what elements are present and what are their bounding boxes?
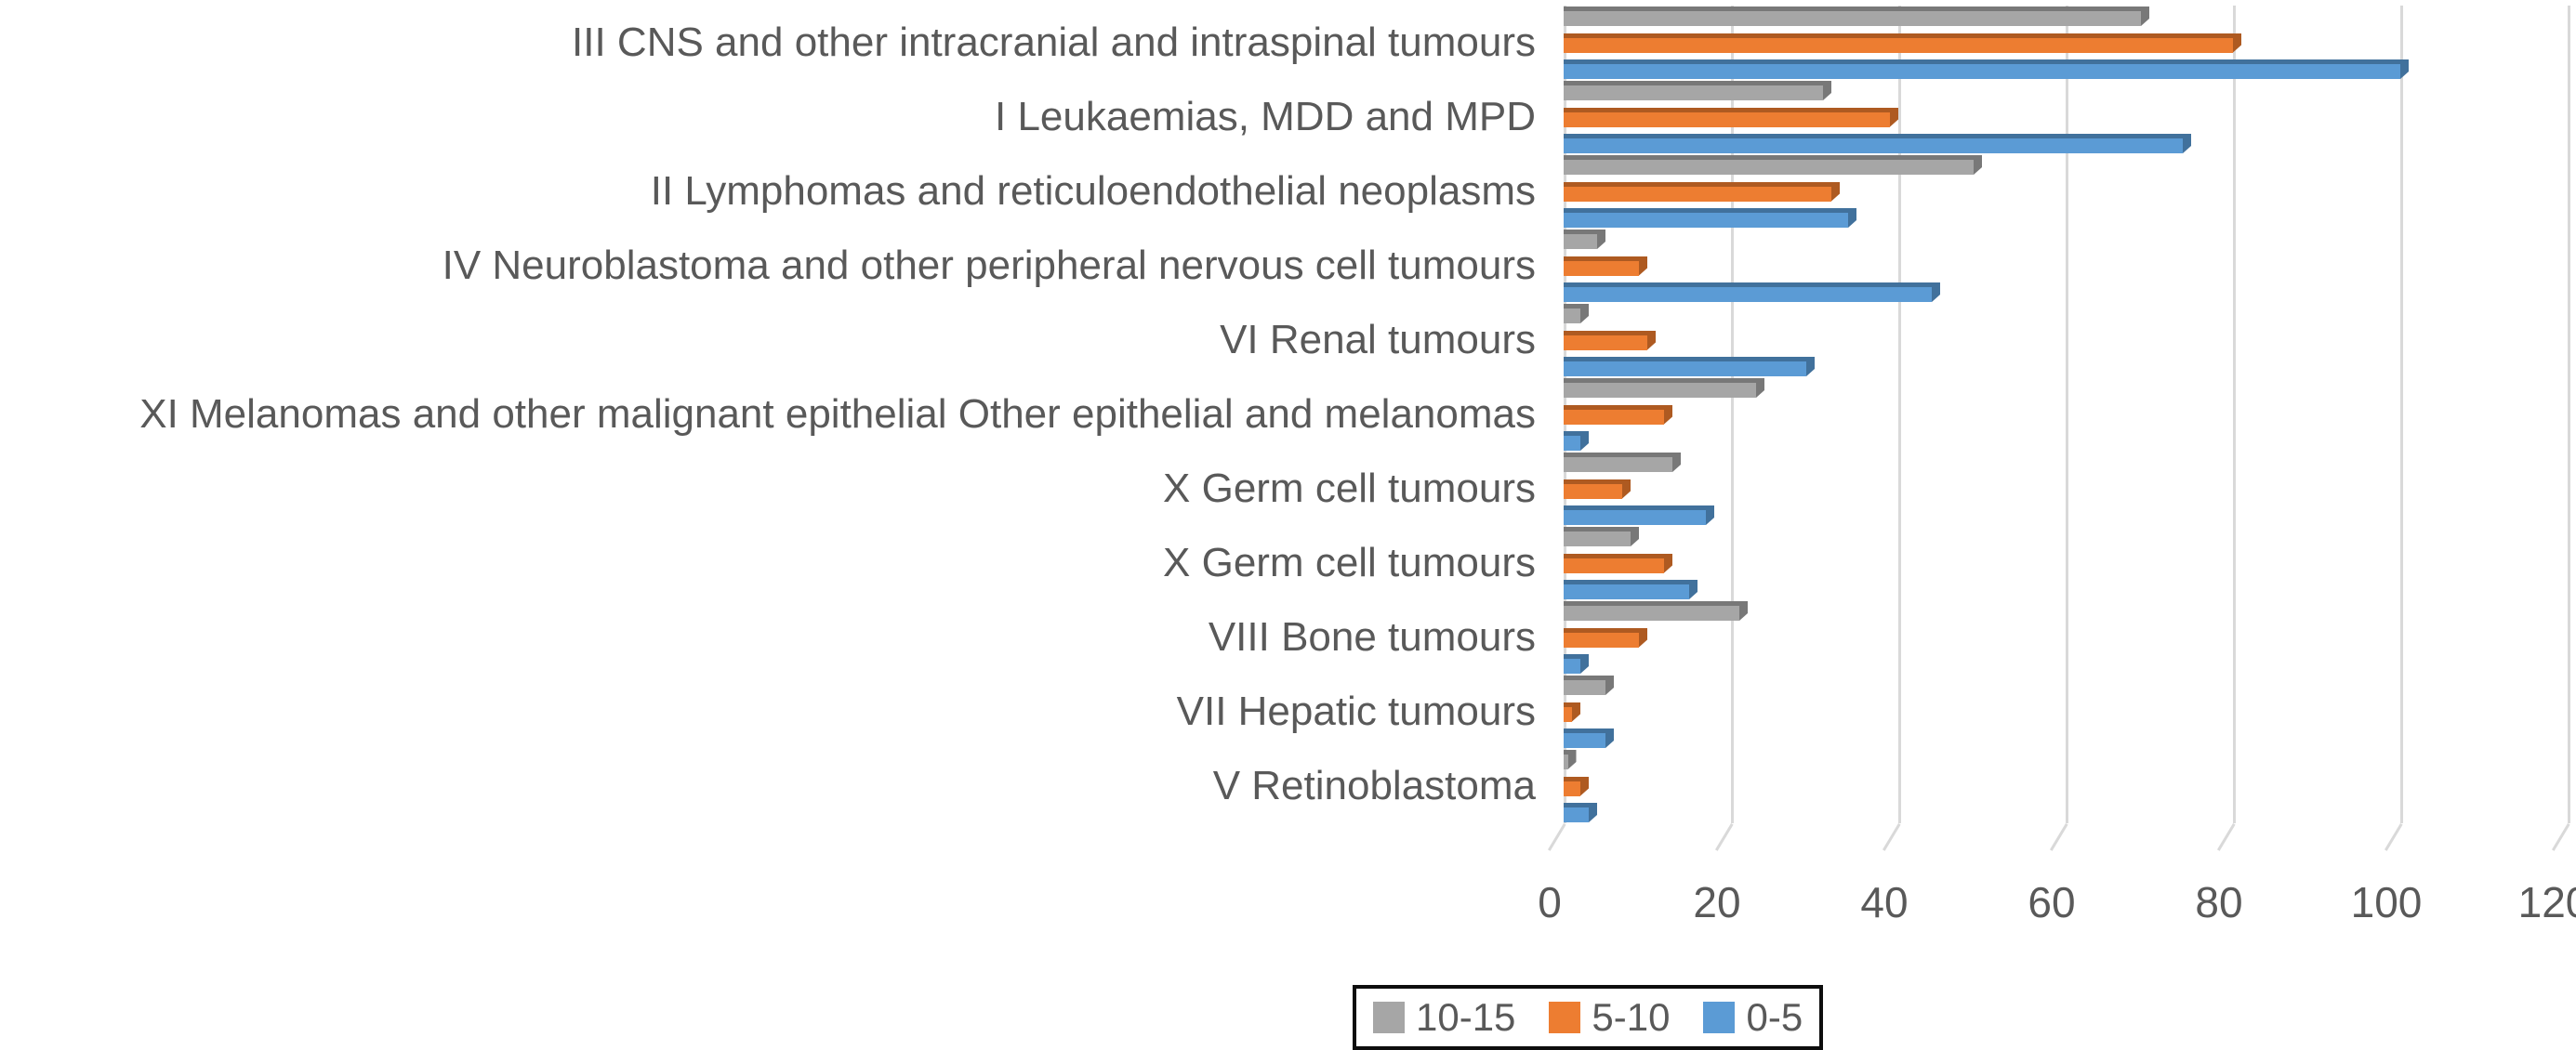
bar-5-10-row7 (1564, 479, 1622, 499)
bar-5-10-row3 (1564, 181, 1831, 202)
category-label: IV Neuroblastoma and other peripheral ne… (442, 243, 1536, 288)
x-axis-tick-label: 60 (2028, 878, 2076, 926)
bar-group (1564, 675, 2568, 749)
legend-swatch-icon (1373, 1002, 1405, 1033)
gridline-foot (2384, 823, 2403, 851)
x-axis-tick-label: 40 (1860, 878, 1909, 926)
bar-group (1564, 749, 2568, 823)
bar-group (1564, 6, 2568, 80)
category-label: III CNS and other intracranial and intra… (572, 20, 1536, 65)
x-axis-tick-label: 120 (2517, 878, 2576, 926)
bar-0-5-row10 (1564, 728, 1605, 748)
gridline-stem (2233, 6, 2236, 823)
legend-swatch-icon (1549, 1002, 1581, 1033)
gridline (1882, 6, 1901, 851)
bar-group (1564, 377, 2568, 452)
bar-10-15-row1 (1564, 7, 2141, 26)
gridline-foot (2217, 823, 2236, 851)
bar-0-5-row11 (1564, 803, 1589, 822)
bar-10-15-row4 (1564, 230, 1597, 249)
gridline-foot (2552, 823, 2570, 851)
bar-group (1564, 600, 2568, 675)
gridline-stem (2066, 6, 2068, 823)
gridline-stem (2400, 6, 2403, 823)
gridline (2217, 6, 2236, 851)
bar-group (1564, 452, 2568, 526)
x-axis-tick-label: 20 (1693, 878, 1741, 926)
bar-10-15-row5 (1564, 304, 1580, 323)
bar-0-5-row9 (1564, 654, 1580, 674)
gridline (2050, 6, 2068, 851)
bar-10-15-row2 (1564, 81, 1823, 100)
bar-group (1564, 80, 2568, 154)
bar-10-15-row10 (1564, 676, 1605, 695)
legend-label: 5-10 (1592, 995, 1671, 1039)
bar-0-5-row2 (1564, 134, 2183, 153)
bar-0-5-row8 (1564, 580, 1689, 599)
bar-10-15-row6 (1564, 378, 1756, 398)
bar-5-10-row1 (1564, 33, 2233, 53)
bar-10-15-row8 (1564, 527, 1631, 546)
x-axis-tick-label: 0 (1538, 878, 1562, 926)
bar-0-5-row3 (1564, 208, 1848, 228)
legend-item-0-5: 0-5 (1703, 998, 1803, 1037)
bar-0-5-row1 (1564, 59, 2400, 79)
bar-10-15-row9 (1564, 601, 1739, 621)
legend-item-5-10: 5-10 (1549, 998, 1670, 1037)
bar-0-5-row7 (1564, 505, 1706, 525)
legend-item-10-15: 10-15 (1373, 998, 1515, 1037)
bar-5-10-row6 (1564, 404, 1664, 425)
gridline-foot (1715, 823, 1734, 851)
legend: 10-15 5-10 0-5 (1353, 985, 1824, 1050)
bar-5-10-row10 (1564, 702, 1572, 722)
gridline (2552, 6, 2570, 851)
x-axis-tick-label: 100 (2350, 878, 2423, 926)
gridline (2384, 6, 2403, 851)
category-label: V Retinoblastoma (1212, 763, 1536, 808)
gridline-foot (1548, 823, 1566, 851)
category-label: X Germ cell tumours (1163, 540, 1536, 585)
bar-0-5-row4 (1564, 282, 1932, 302)
gridline-foot (2050, 823, 2068, 851)
bar-group (1564, 303, 2568, 377)
legend-label: 0-5 (1746, 995, 1803, 1039)
bar-10-15-row11 (1564, 750, 1568, 769)
bar-group (1564, 154, 2568, 229)
category-label: X Germ cell tumours (1163, 466, 1536, 511)
bar-10-15-row3 (1564, 155, 1974, 175)
bar-0-5-row6 (1564, 431, 1580, 451)
legend-label: 10-15 (1416, 995, 1516, 1039)
bar-5-10-row11 (1564, 776, 1580, 796)
category-label: XI Melanomas and other malignant epithel… (139, 391, 1536, 437)
gridline-stem (1731, 6, 1734, 823)
category-label: I Leukaemias, MDD and MPD (995, 94, 1536, 139)
gridline-stem (2568, 6, 2570, 823)
gridline-stem (1898, 6, 1901, 823)
plot-area (1548, 6, 2570, 851)
bar-5-10-row2 (1564, 107, 1890, 127)
category-label: VI Renal tumours (1220, 317, 1536, 362)
bar-5-10-row8 (1564, 553, 1664, 573)
category-label: VII Hepatic tumours (1176, 689, 1536, 734)
x-axis-tick-label: 80 (2195, 878, 2243, 926)
legend-swatch-icon (1703, 1002, 1736, 1033)
bar-group (1564, 526, 2568, 600)
category-label: VIII Bone tumours (1208, 614, 1536, 660)
bar-5-10-row5 (1564, 330, 1647, 350)
bar-0-5-row5 (1564, 357, 1806, 376)
bar-group (1564, 229, 2568, 303)
bar-5-10-row4 (1564, 256, 1639, 276)
bar-5-10-row9 (1564, 627, 1639, 648)
gridline (1715, 6, 1734, 851)
bar-10-15-row7 (1564, 453, 1672, 472)
category-label: II Lymphomas and reticuloendothelial neo… (650, 168, 1536, 214)
gridline-foot (1882, 823, 1901, 851)
